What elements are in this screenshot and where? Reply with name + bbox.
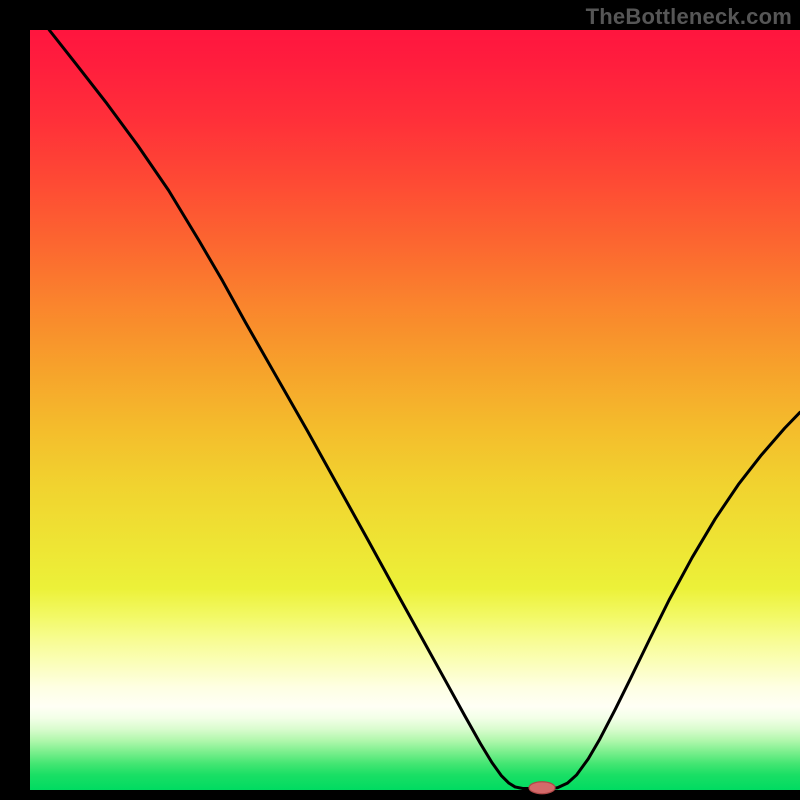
chart-frame: TheBottleneck.com: [0, 0, 800, 800]
optimum-marker: [529, 782, 555, 794]
chart-background: [30, 30, 800, 790]
watermark-label: TheBottleneck.com: [586, 4, 792, 30]
bottleneck-chart: [0, 0, 800, 800]
